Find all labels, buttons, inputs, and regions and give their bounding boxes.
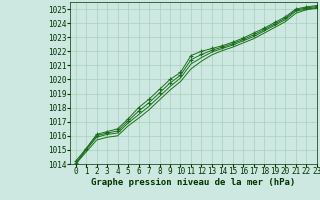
X-axis label: Graphe pression niveau de la mer (hPa): Graphe pression niveau de la mer (hPa) [92,178,296,187]
